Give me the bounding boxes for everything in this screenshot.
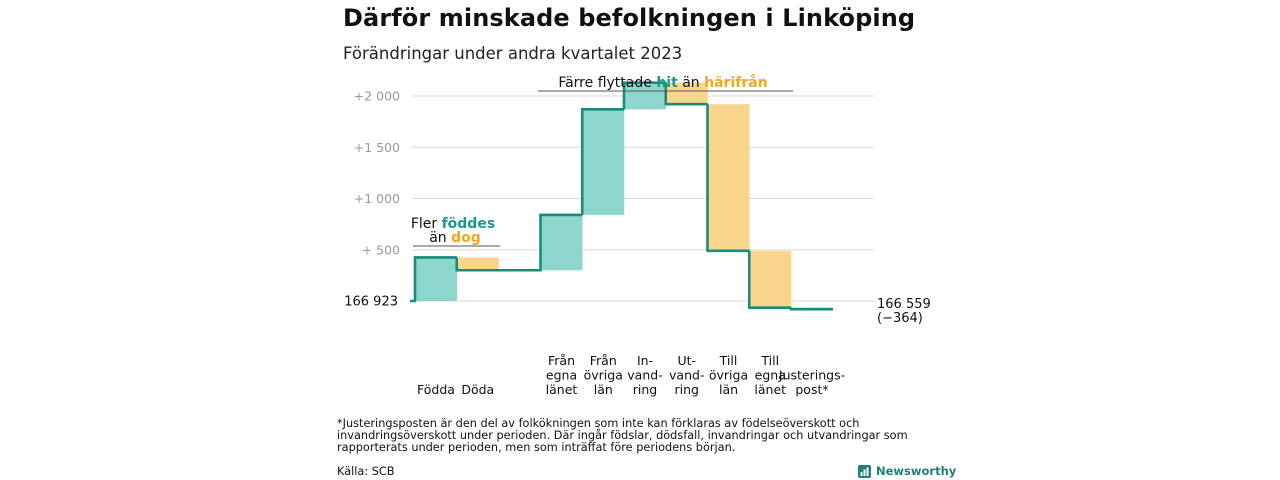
category-label-justering: Justerings- — [778, 368, 845, 383]
category-label-till_egna: Till — [760, 353, 779, 368]
category-label-invandring: In- — [637, 353, 653, 368]
category-label-till_egna: egna — [755, 368, 786, 383]
category-label-invandring: ring — [633, 382, 657, 397]
category-label-fran_egna: Från — [548, 353, 575, 368]
bar-till_ovriga — [707, 104, 750, 251]
bar-invandring — [624, 82, 666, 110]
category-label-fran_ovriga: Från — [590, 353, 617, 368]
y-tick-label: +1 000 — [354, 191, 400, 206]
source-note: Källa: SCB — [337, 465, 395, 478]
bar-utvandring — [665, 82, 708, 105]
brand-name: Newsworthy — [876, 464, 957, 478]
category-label-fodda: Födda — [417, 382, 455, 397]
bar-doda — [456, 257, 499, 271]
end-change-label: (−364) — [877, 311, 923, 326]
category-label-till_ovriga: län — [719, 382, 738, 397]
y-tick-label: +1 500 — [354, 140, 400, 155]
bar-till_egna — [749, 250, 792, 308]
end-value-label: 166 559 — [877, 297, 931, 312]
category-label-till_ovriga: övriga — [709, 368, 748, 383]
y-tick-label: +2 000 — [354, 89, 400, 104]
category-label-utvandring: ring — [675, 382, 699, 397]
brand-logo: Newsworthy — [858, 464, 956, 478]
annotation-births-line1: Fler föddes — [411, 216, 495, 232]
bar-fodda — [415, 257, 457, 301]
category-label-fran_egna: egna — [546, 368, 577, 383]
chart-subtitle: Förändringar under andra kvartalet 2023 — [343, 44, 683, 63]
bar-fran_egna — [540, 214, 583, 271]
category-label-fran_ovriga: län — [594, 382, 613, 397]
category-label-invandring: vand- — [627, 368, 662, 383]
annotation-births-line2: än dog — [429, 230, 481, 246]
category-label-utvandring: vand- — [669, 368, 704, 383]
annotation-migration: Färre flyttade hit än härifrån — [558, 74, 767, 91]
category-label-fran_egna: länet — [546, 382, 578, 397]
category-label-fran_ovriga: övriga — [584, 368, 623, 383]
category-label-till_ovriga: Till — [719, 353, 738, 368]
newsworthy-logo-icon — [858, 464, 871, 478]
footnote: *Justeringsposten är den del av folkökni… — [337, 417, 908, 454]
category-label-justering: post* — [795, 382, 828, 397]
cumulative-step-line — [410, 81, 833, 311]
bar-fran_ovriga — [582, 109, 625, 215]
category-label-utvandring: Ut- — [677, 353, 696, 368]
chart-title: Därför minskade befolkningen i Linköping — [343, 4, 916, 32]
category-label-till_egna: länet — [754, 382, 786, 397]
y-tick-label: + 500 — [362, 242, 400, 257]
start-value-label: 166 923 — [344, 295, 398, 310]
category-label-doda: Döda — [461, 382, 494, 397]
